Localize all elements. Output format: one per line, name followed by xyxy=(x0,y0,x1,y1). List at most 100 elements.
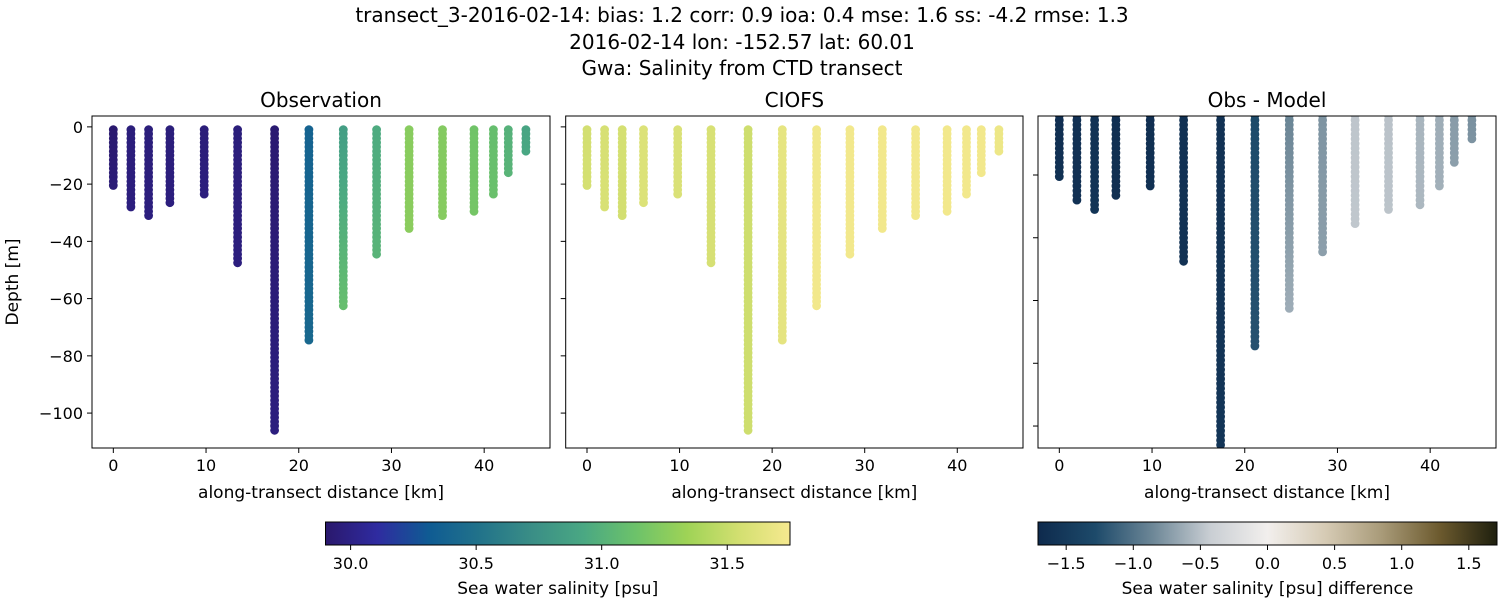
profile-15 xyxy=(1467,116,1477,144)
profile-12 xyxy=(469,125,479,216)
profile-2 xyxy=(144,125,154,221)
x-axis-label: along-transect distance [km] xyxy=(198,483,444,503)
colorbar-tick-label: 30.5 xyxy=(458,554,494,573)
profile-7 xyxy=(1250,116,1260,351)
data-point xyxy=(404,224,414,233)
x-tick-label: 30 xyxy=(855,456,875,475)
y-tick-label: −40 xyxy=(49,232,83,251)
y-tick-label: −60 xyxy=(49,290,83,309)
profile-4 xyxy=(1145,116,1155,191)
data-point xyxy=(503,168,513,178)
profile-10 xyxy=(1350,116,1360,229)
profile-7 xyxy=(304,125,314,345)
axes-frame xyxy=(91,115,551,449)
data-point xyxy=(469,206,479,216)
profile-11 xyxy=(1384,116,1393,214)
x-tick-label: 20 xyxy=(289,456,309,475)
profile-6 xyxy=(743,125,753,435)
data-point xyxy=(1216,440,1225,448)
x-tick-label: 10 xyxy=(669,456,689,475)
profile-6 xyxy=(1216,116,1225,448)
data-point xyxy=(743,425,753,435)
colorbar-0: 30.0 30.5 31.0 31.5 Sea water salinity [psu] xyxy=(325,521,791,599)
axes-frame xyxy=(565,115,1024,449)
x-tick-label: 20 xyxy=(762,456,782,475)
data-points xyxy=(108,125,531,435)
panel-model: 0 10 20 30 40 CIOFS along-transect distance [k… xyxy=(560,88,1024,503)
data-point xyxy=(812,301,821,311)
data-point xyxy=(706,258,716,268)
x-tick-label: 40 xyxy=(474,456,494,475)
x-axis-label: along-transect distance [km] xyxy=(1144,483,1390,503)
x-tick-label: 0 xyxy=(582,456,592,475)
colorbar-tick-label: −1.5 xyxy=(1047,554,1086,573)
data-point xyxy=(438,211,447,221)
panel-title: Observation xyxy=(260,88,382,112)
y-tick-label: 0 xyxy=(73,118,83,137)
profile-10 xyxy=(404,125,414,233)
data-point xyxy=(165,198,175,208)
data-point xyxy=(126,202,136,212)
data-point xyxy=(1284,304,1294,313)
profile-1 xyxy=(126,125,136,212)
data-point xyxy=(1250,341,1260,351)
x-tick-label: 40 xyxy=(947,456,967,475)
profile-5 xyxy=(706,125,716,268)
y-tick-label: −100 xyxy=(39,404,83,423)
colorbar-tick-label: −0.5 xyxy=(1181,554,1220,573)
x-tick-label: 0 xyxy=(1054,456,1064,475)
x-tick-label: 10 xyxy=(196,456,216,475)
profile-11 xyxy=(911,125,920,221)
colorbar-tick-label: 1.5 xyxy=(1456,554,1481,573)
data-point xyxy=(777,335,787,345)
profile-0 xyxy=(108,125,118,190)
profile-13 xyxy=(962,125,971,199)
data-point xyxy=(521,146,531,156)
colorbar-tick-label: 30.0 xyxy=(333,554,369,573)
data-point xyxy=(582,181,592,190)
data-point xyxy=(1449,158,1459,167)
x-axis-label: along-transect distance [km] xyxy=(671,483,917,503)
data-point xyxy=(1350,219,1360,229)
data-point xyxy=(1145,181,1155,191)
profile-8 xyxy=(1284,116,1294,313)
x-tick-label: 0 xyxy=(108,456,118,475)
colorbar-label: Sea water salinity [psu] xyxy=(457,579,658,599)
data-point xyxy=(1179,256,1188,266)
x-tick-label: 20 xyxy=(1235,456,1255,475)
figure-title-line-2: 2016-02-14 lon: -152.57 lat: 60.01 xyxy=(569,30,915,54)
data-point xyxy=(845,249,855,259)
data-points xyxy=(582,125,1004,435)
profile-15 xyxy=(521,125,531,156)
x-tick-label: 40 xyxy=(1420,456,1440,475)
colorbar-tick-label: 0.5 xyxy=(1322,554,1347,573)
colorbar-1: −1.5 −1.0 −0.5 0.0 0.5 1.0 1.5 Sea water salini… xyxy=(1037,521,1498,599)
data-points xyxy=(1054,116,1477,448)
profile-14 xyxy=(976,125,986,178)
colorbar-bar xyxy=(325,521,791,546)
data-point xyxy=(617,211,627,221)
data-point xyxy=(911,211,920,221)
data-point xyxy=(199,189,209,199)
y-axis-label: Depth [m] xyxy=(3,238,23,325)
data-point xyxy=(108,181,118,190)
data-point xyxy=(1415,200,1425,210)
profile-6 xyxy=(270,125,279,435)
profile-7 xyxy=(777,125,787,345)
data-point xyxy=(976,168,986,178)
panel-obs: 0 10 20 30 40 0 −20 −40 −60 −80 −100 Observation alo… xyxy=(3,88,551,503)
profile-9 xyxy=(845,125,855,259)
colorbar-tick-label: 31.0 xyxy=(584,554,620,573)
panel-title: Obs - Model xyxy=(1208,88,1327,112)
colorbar-tick-label: 0.0 xyxy=(1255,554,1280,573)
profile-12 xyxy=(1415,116,1425,210)
profile-8 xyxy=(338,125,348,311)
x-tick-label: 30 xyxy=(381,456,401,475)
data-point xyxy=(1072,195,1082,205)
profile-12 xyxy=(942,125,952,216)
profile-13 xyxy=(489,125,498,199)
data-point xyxy=(942,206,952,216)
x-tick-label: 30 xyxy=(1327,456,1347,475)
colorbar-label: Sea water salinity [psu] difference xyxy=(1122,579,1414,599)
